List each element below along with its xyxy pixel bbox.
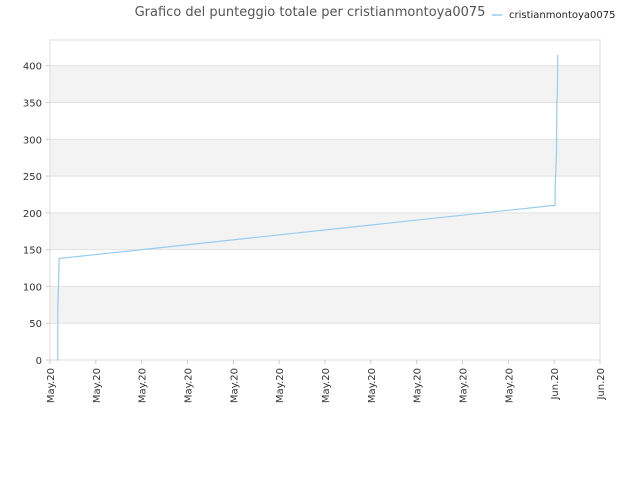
x-tick-label: May.20	[413, 368, 424, 403]
x-tick-label: May.20	[459, 368, 470, 403]
plot-band	[50, 65, 600, 103]
plot-band	[50, 286, 600, 324]
y-tick-label: 100	[23, 282, 42, 293]
x-tick-label: May.20	[229, 368, 240, 403]
x-tick-label: May.20	[46, 368, 57, 403]
y-tick-label: 0	[36, 356, 42, 367]
x-tick-label: Jun.20	[596, 368, 607, 401]
x-tick-label: May.20	[184, 368, 195, 403]
x-tick-label: May.20	[504, 368, 515, 403]
x-tick-label: Jun.20	[550, 368, 561, 401]
series-group	[56, 54, 559, 361]
chart-title: Grafico del punteggio totale per cristia…	[135, 5, 486, 20]
x-tick-label: May.20	[138, 368, 149, 403]
y-tick-label: 150	[23, 246, 42, 257]
y-tick-label: 50	[29, 319, 42, 330]
y-tick-label: 250	[23, 172, 42, 183]
plot-band	[50, 212, 600, 250]
x-axis: May.20 May.20 May.20 May.20 May.20 May.20 May.…	[46, 360, 607, 403]
y-tick-label: 300	[23, 135, 42, 146]
y-tick-label: 200	[23, 209, 42, 220]
plot-background-bands	[50, 65, 600, 324]
legend[interactable]: cristianmontoya0075	[492, 10, 616, 21]
y-axis: 0 50 100 150 200 250 300 350 400	[23, 62, 50, 367]
series-line-cristianmontoya0075	[56, 54, 559, 361]
x-tick-label: May.20	[321, 368, 332, 403]
x-tick-label: May.20	[275, 368, 286, 403]
x-tick-label: May.20	[92, 368, 103, 403]
plot-band	[50, 139, 600, 177]
y-tick-label: 350	[23, 99, 42, 110]
y-tick-label: 400	[23, 62, 42, 73]
legend-label-cristianmontoya0075: cristianmontoya0075	[509, 10, 616, 21]
x-tick-label: May.20	[367, 368, 378, 403]
